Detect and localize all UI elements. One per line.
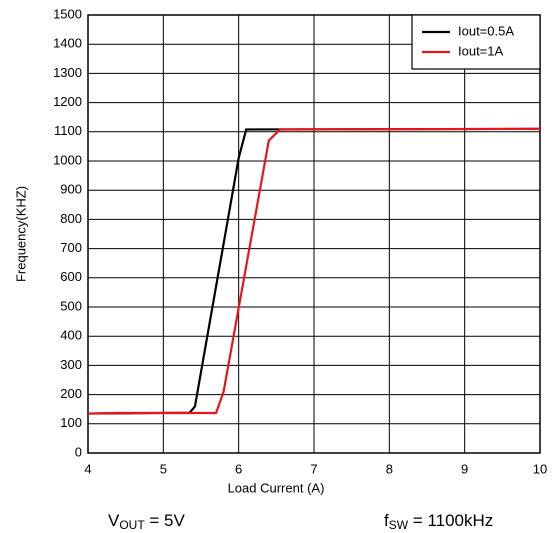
x-tick-label: 5 <box>160 461 167 476</box>
annotation-sub: SW <box>389 518 409 532</box>
x-tick-label: 4 <box>84 461 91 476</box>
annotation-text: = 1100kHz <box>408 511 493 530</box>
annotation: VOUT = 5V <box>108 511 186 532</box>
x-tick-label: 8 <box>386 461 393 476</box>
y-tick-label: 1100 <box>54 123 82 138</box>
y-tick-label: 0 <box>75 444 82 459</box>
y-tick-label: 800 <box>60 211 82 226</box>
y-tick-label: 300 <box>60 357 82 372</box>
annotation-text: = 5V <box>145 511 186 530</box>
annotation-sub: OUT <box>119 518 145 532</box>
x-tick-label: 10 <box>533 461 547 476</box>
annotation-text: V <box>108 511 120 530</box>
y-tick-label: 1300 <box>53 65 82 80</box>
x-tick-label: 6 <box>235 461 242 476</box>
y-axis-label: Frequency(KHZ) <box>13 186 28 282</box>
y-tick-label: 500 <box>60 298 82 313</box>
x-axis-label: Load Current (A) <box>228 480 325 495</box>
y-tick-label: 200 <box>60 386 82 401</box>
x-tick-label: 9 <box>461 461 468 476</box>
y-tick-label: 400 <box>60 328 82 343</box>
y-tick-label: 900 <box>60 182 82 197</box>
y-tick-label: 700 <box>60 240 82 255</box>
legend-box <box>411 14 541 70</box>
y-tick-label: 1400 <box>53 36 82 51</box>
series-line <box>87 127 541 415</box>
y-tick-label: 100 <box>60 415 82 430</box>
y-tick-label: 1200 <box>53 94 82 109</box>
annotation: fSW = 1100kHz <box>384 511 493 532</box>
x-tick-label: 7 <box>310 461 317 476</box>
y-tick-label: 1500 <box>53 6 82 21</box>
plot-frame <box>87 14 541 454</box>
legend-label: Iout=1A <box>458 43 504 58</box>
y-tick-label: 1000 <box>53 152 82 167</box>
legend-label: Iout=0.5A <box>458 23 514 38</box>
y-tick-label: 600 <box>60 269 82 284</box>
annotation-text: f <box>384 511 389 530</box>
